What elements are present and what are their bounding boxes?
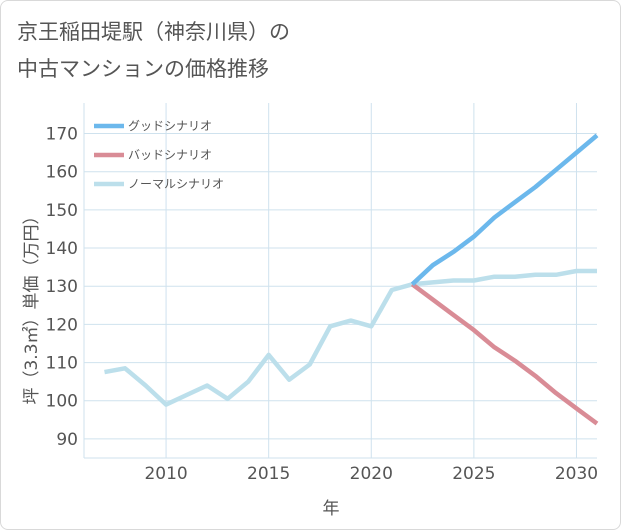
y-tick-label: 130 <box>46 277 78 297</box>
y-tick-label: 90 <box>56 430 78 450</box>
x-tick-label: 2025 <box>452 464 495 484</box>
y-tick-labels: 90 100 110 120 130 140 150 160 170 <box>46 125 78 450</box>
y-axis-label: 坪（3.3㎡）単価（万円） <box>22 207 42 404</box>
y-tick-label: 140 <box>46 239 78 259</box>
x-tick-label: 2010 <box>144 464 187 484</box>
chart-title-line1: 京王稲田堤駅（神奈川県）の <box>17 20 290 44</box>
x-tick-label: 2030 <box>555 464 598 484</box>
y-tick-label: 150 <box>46 201 78 221</box>
x-tick-labels: 2010 2015 2020 2025 2030 <box>144 464 598 484</box>
legend-label: ノーマルシナリオ <box>128 177 224 191</box>
x-tick-label: 2015 <box>247 464 290 484</box>
series-line-1 <box>410 133 599 286</box>
y-tick-label: 110 <box>46 354 78 374</box>
x-tick-label: 2020 <box>350 464 393 484</box>
chart-title-line2: 中古マンションの価格推移 <box>17 57 269 81</box>
y-tick-label: 170 <box>46 125 78 145</box>
series-line-3 <box>104 268 597 407</box>
y-tick-label: 100 <box>46 392 78 412</box>
y-tick-label: 160 <box>46 163 78 183</box>
y-tick-label: 120 <box>46 315 78 335</box>
series-lines <box>104 133 599 426</box>
x-axis-label: 年 <box>323 499 340 519</box>
legend-label: グッドシナリオ <box>128 119 212 133</box>
series-line-2 <box>410 282 599 426</box>
legend-label: バッドシナリオ <box>128 148 212 162</box>
chart-title: 京王稲田堤駅（神奈川県）の 中古マンションの価格推移 <box>17 14 290 88</box>
